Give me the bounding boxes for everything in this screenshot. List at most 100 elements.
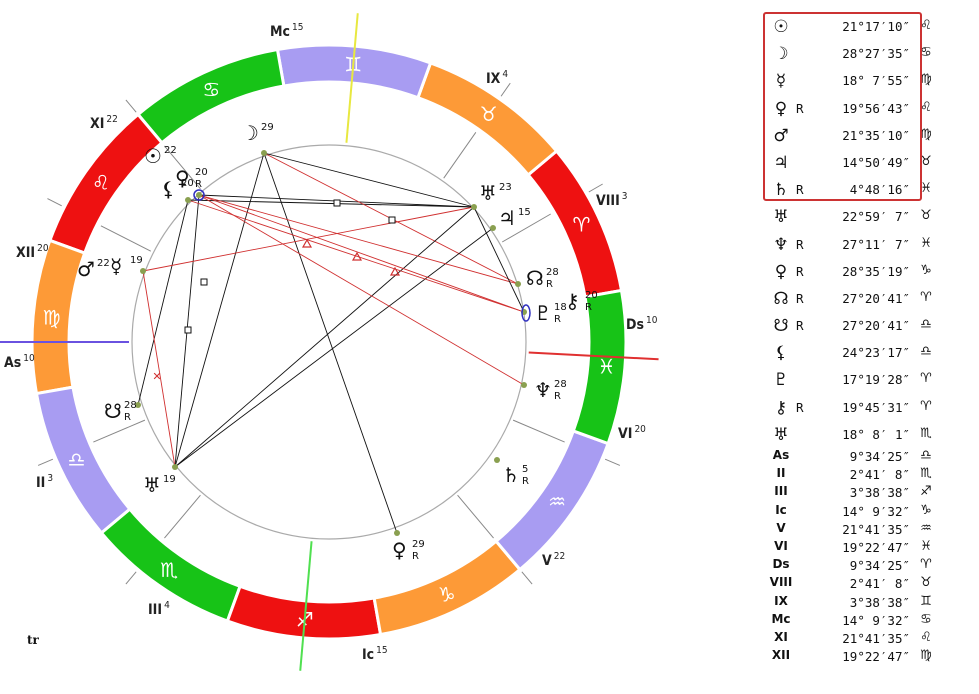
position-glyph: XII (771, 648, 791, 663)
position-row: Ic 14° 9′32″ ♑ (766, 503, 976, 521)
position-sign-glyph: ♓ (920, 181, 932, 197)
taurus-glyph: ♉ (480, 102, 498, 126)
north-node-degree: 28 (546, 267, 559, 278)
position-row: ♄ R 4°48′16″ ♓ (766, 176, 976, 203)
position-row: ☊ R 27°20′41″ ♈ (766, 285, 976, 312)
position-glyph: ♄ (773, 180, 789, 201)
house-cusp-line (443, 132, 477, 179)
house-degree: 15 (376, 645, 387, 656)
position-degree: 2°41′ 8″ (849, 467, 910, 483)
position-sign-glyph: ♍ (920, 72, 932, 88)
moon-glyph: ☽ (241, 121, 259, 145)
house-degree: 15 (292, 22, 303, 33)
lilith-glyph: ⚸ (161, 177, 176, 201)
zodiac-segment (571, 288, 628, 446)
position-glyph: ☊ (773, 288, 789, 309)
house-degree: 10 (646, 315, 658, 326)
footer-label: tr (27, 633, 39, 647)
house-cusp-tick (47, 198, 62, 207)
planet-positions-table: ☉ 21°17′10″ ♌ ☽ 28°27′35″ ♋ ☿ 18° 7′55″ ♍ ♀ R 19°56… (766, 13, 976, 666)
position-degree: 22°59′ 7″ (842, 209, 910, 225)
position-sign-glyph: ♏ (920, 425, 932, 441)
aspect-line (187, 199, 475, 208)
house-cusp-line (501, 213, 551, 243)
highlight-ring (521, 304, 531, 322)
position-row: IX 3°38′38″ ♊ (766, 594, 976, 612)
planet-dot (185, 197, 191, 203)
position-degree: 28°35′19″ (842, 263, 910, 279)
position-degree: 18° 7′55″ (842, 73, 910, 89)
sun-glyph: ☉ (144, 144, 162, 168)
position-sign-glyph: ♑ (920, 262, 932, 278)
position-glyph: XI (774, 629, 788, 644)
position-glyph: ♀ (774, 261, 788, 282)
aspect-line (142, 206, 475, 272)
position-sign-glyph: ♓ (920, 538, 932, 554)
uranus-glyph: ♅ (479, 181, 497, 205)
position-row: Ds 9°34′25″ ♈ (766, 557, 976, 575)
position-row: Mc 14° 9′32″ ♋ (766, 612, 976, 630)
aspect-line (198, 194, 525, 313)
mars-degree: 22 (97, 258, 110, 269)
house-cusp-tick (500, 82, 511, 97)
wheel-planets: ☽ 29☉ 22♀ 20R⚸ 20 ♅ 23♃ 15♂ 22 ☿ 19☊ 28R⚷ 20R♇ 18R♆ 28… (77, 121, 598, 562)
retrograde-marker: R (796, 318, 804, 334)
sun-degree: 22 (164, 145, 177, 156)
venus-degree: 20 (195, 167, 208, 178)
ceres-glyph: ♀ (392, 538, 407, 562)
position-sign-glyph: ♏ (920, 466, 932, 482)
retrograde-marker: R (796, 182, 804, 198)
neptune-retrograde: R (554, 391, 561, 402)
position-sign-glyph: ♎ (920, 344, 932, 360)
position-glyph: III (774, 484, 788, 499)
position-sign-glyph: ♌ (920, 18, 932, 33)
house-label-h8: VIII 3 (596, 191, 628, 209)
house-degree: 3 (47, 473, 53, 484)
pluto-glyph: ♇ (534, 301, 552, 325)
house-cusp-line (164, 145, 201, 190)
position-row: ♀ R 28°35′19″ ♑ (766, 258, 976, 285)
position-sign-glyph: ♉ (920, 208, 932, 224)
angle-axis-line (528, 351, 659, 361)
planet-dot (515, 281, 521, 287)
position-degree: 9°34′25″ (849, 558, 910, 574)
position-degree: 19°22′47″ (842, 649, 910, 665)
position-sign-glyph: ♋ (920, 611, 932, 627)
position-row: ☽ 28°27′35″ ♋ (766, 40, 976, 67)
house-cusp-lines (0, 13, 659, 671)
position-glyph: ♅ (773, 424, 789, 445)
house-degree: 22 (554, 551, 565, 562)
position-glyph: ⚸ (774, 343, 788, 364)
retrograde-marker: R (796, 290, 804, 306)
position-row: ♅ 22°59′ 7″ ♉ (766, 203, 976, 230)
position-row: ⚷ R 19°45′31″ ♈ (766, 394, 976, 421)
position-sign-glyph: ♒ (920, 520, 932, 536)
house-degree: 20 (37, 243, 49, 254)
position-sign-glyph: ♎ (920, 317, 932, 333)
position-row: As 9°34′25″ ♎ (766, 448, 976, 466)
house-degree: 20 (634, 424, 646, 435)
angle-axis-line (345, 13, 359, 143)
position-sign-glyph: ♉ (920, 575, 932, 591)
position-sign-glyph: ♈ (920, 371, 932, 387)
south-node-glyph: ☋ (104, 399, 122, 423)
chiron-glyph: ⚷ (565, 289, 580, 313)
position-degree: 3°38′38″ (849, 485, 910, 501)
aspect-line (174, 206, 475, 468)
neptune-glyph: ♆ (534, 378, 552, 402)
position-glyph: ☉ (773, 17, 789, 37)
house-cusp-tick (604, 458, 621, 466)
planet-dot (494, 457, 500, 463)
position-row: ♀ R 19°56′43″ ♌ (766, 95, 976, 122)
position-degree: 3°38′38″ (849, 594, 910, 610)
position-glyph: As (772, 448, 790, 462)
cancer-glyph: ♋ (202, 78, 220, 102)
position-glyph: V (776, 520, 786, 535)
house-cusp-tick (37, 458, 54, 466)
position-glyph: ♇ (773, 370, 789, 391)
planet-dot (172, 464, 178, 470)
chiron-degree: 20 (585, 290, 598, 301)
aquarius-glyph: ♒ (548, 490, 566, 514)
position-glyph: ♅ (773, 207, 789, 228)
position-degree: 18° 8′ 1″ (842, 426, 910, 442)
